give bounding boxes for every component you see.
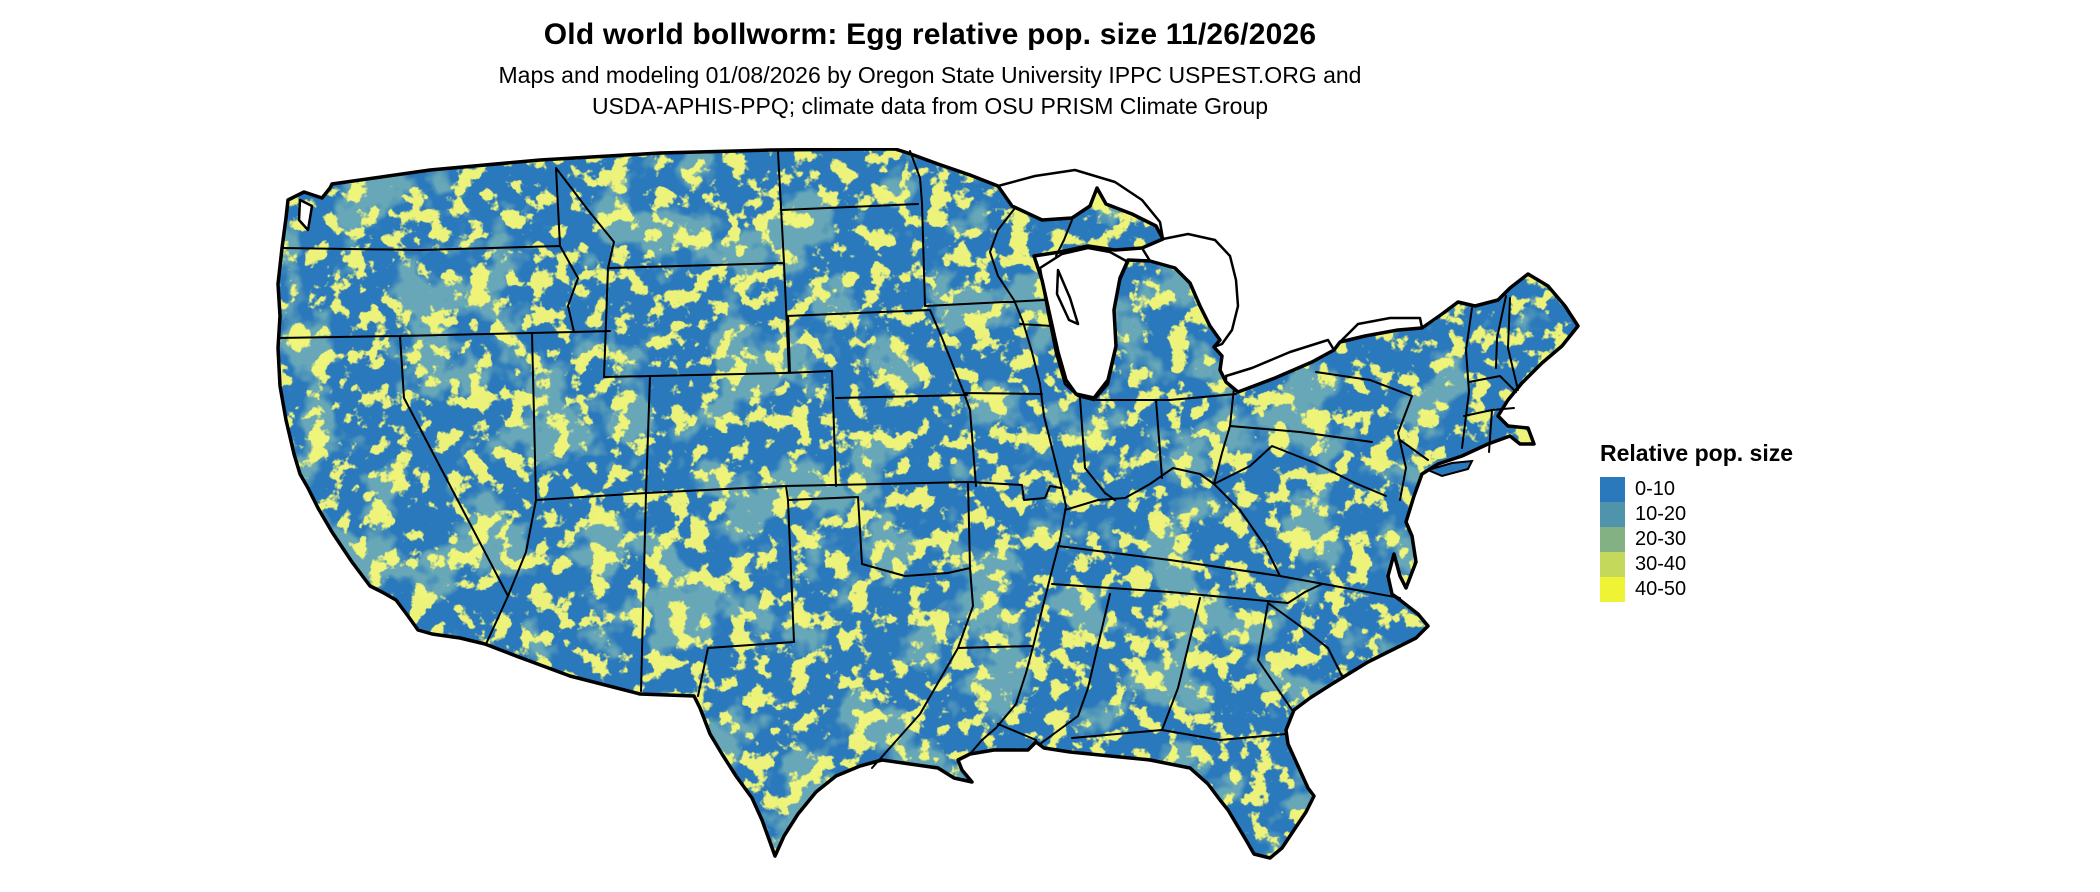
legend-item-0-10: 0-10 (1600, 477, 1830, 502)
map-area (270, 147, 1590, 892)
map-title: Old world bollworm: Egg relative pop. si… (543, 18, 1317, 51)
legend-label-10-20: 10-20 (1635, 503, 1687, 525)
legend-swatch-0-10 (1600, 477, 1625, 502)
legend-item-30-40: 30-40 (1600, 552, 1830, 577)
map-subtitle-line1: Maps and modeling 01/08/2026 by Oregon S… (498, 62, 1362, 88)
legend-label-0-10: 0-10 (1635, 478, 1676, 500)
legend-item-10-20: 10-20 (1600, 502, 1830, 527)
map-subtitle-line2: USDA-APHIS-PPQ; climate data from OSU PR… (591, 93, 1269, 120)
us-map (276, 147, 1580, 860)
legend-swatch-20-30 (1600, 527, 1625, 552)
state-borders (277, 150, 1519, 769)
legend: Relative pop. size 0-10 10-20 20-30 30-4… (1600, 440, 1830, 602)
legend-label-40-50: 40-50 (1635, 578, 1687, 600)
legend-swatch-10-20 (1600, 502, 1625, 527)
green-bay (1055, 268, 1080, 326)
long-island (1425, 459, 1474, 478)
legend-label-20-30: 20-30 (1635, 528, 1687, 550)
puget-sound (297, 198, 314, 232)
legend-title: Relative pop. size (1600, 440, 1794, 466)
legend-swatch-30-40 (1600, 552, 1625, 577)
legend-swatch-40-50 (1600, 577, 1625, 602)
legend-item-20-30: 20-30 (1600, 527, 1830, 552)
legend-label-30-40: 30-40 (1635, 553, 1687, 575)
map-subtitle: Maps and modeling 01/08/2026 by Oregon S… (0, 60, 1860, 122)
legend-item-40-50: 40-50 (1600, 577, 1830, 602)
